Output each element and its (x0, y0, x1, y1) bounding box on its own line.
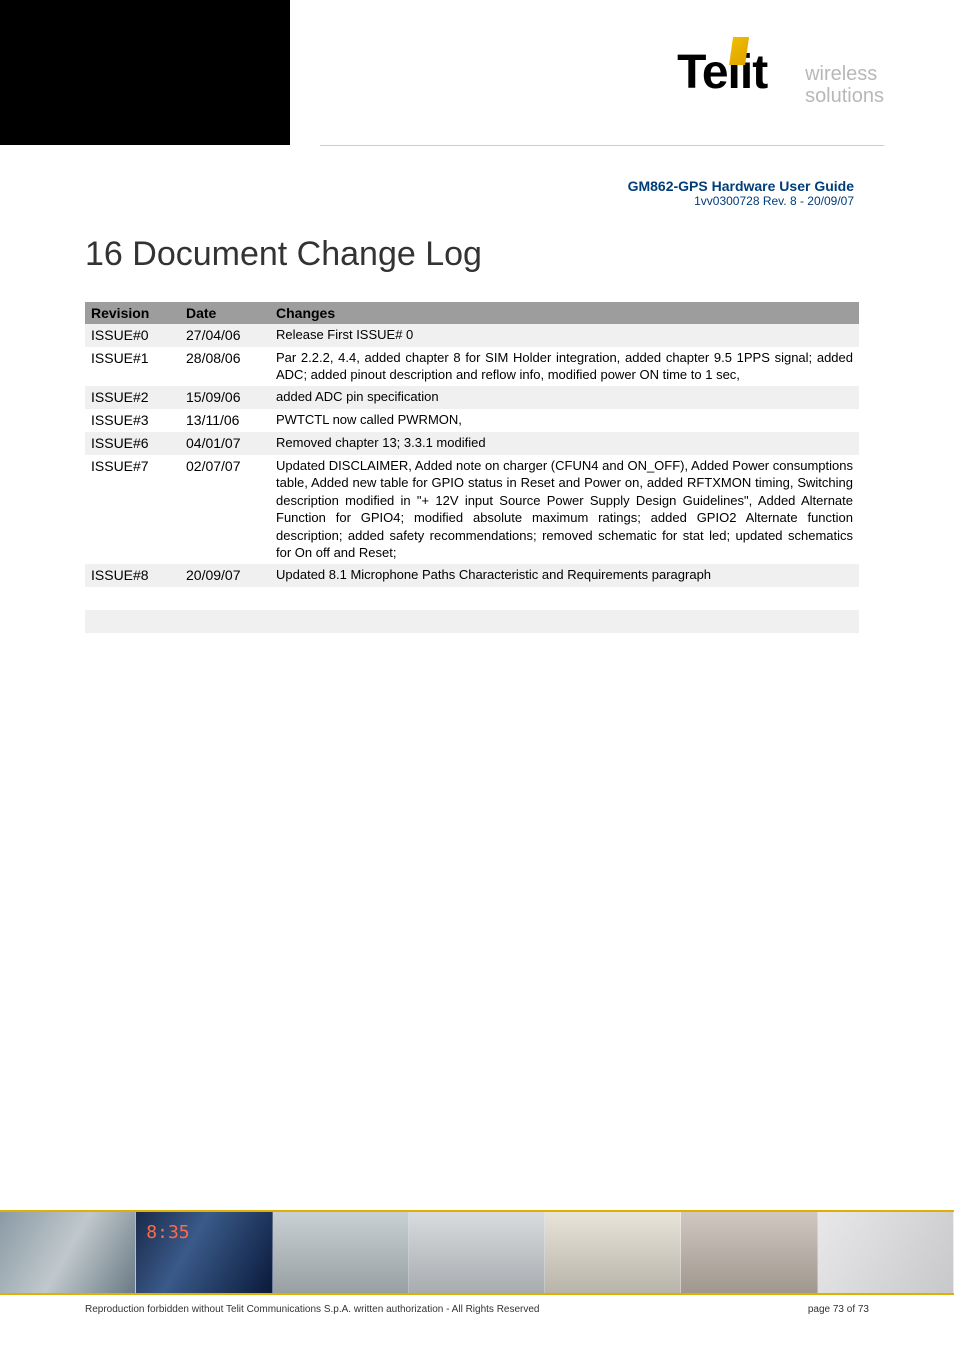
cell-changes (270, 610, 859, 633)
footer-panel (545, 1212, 681, 1293)
footer-panel (409, 1212, 545, 1293)
cell-rev: ISSUE#7 (85, 455, 180, 564)
logo-tagline: wireless solutions (805, 63, 884, 107)
cell-date: 20/09/07 (180, 564, 270, 587)
footer-panel (273, 1212, 409, 1293)
cell-date: 02/07/07 (180, 455, 270, 564)
cell-date (180, 633, 270, 656)
footer-panel (136, 1212, 272, 1293)
table-row (85, 587, 859, 610)
telit-logo: Telit wireless solutions (677, 45, 884, 125)
cell-rev: ISSUE#2 (85, 386, 180, 409)
cell-date (180, 610, 270, 633)
table-row: ISSUE#1 28/08/06 Par 2.2.2, 4.4, added c… (85, 347, 859, 386)
cell-changes: Par 2.2.2, 4.4, added chapter 8 for SIM … (270, 347, 859, 386)
logo-mark: Telit (677, 45, 797, 125)
cell-rev (85, 633, 180, 656)
cell-rev: ISSUE#1 (85, 347, 180, 386)
table-row (85, 610, 859, 633)
table-row: ISSUE#8 20/09/07 Updated 8.1 Microphone … (85, 564, 859, 587)
footer-image-strip (0, 1210, 954, 1295)
cell-date: 13/11/06 (180, 409, 270, 432)
footer-text: Reproduction forbidden without Telit Com… (85, 1304, 869, 1315)
document-title-block: GM862-GPS Hardware User Guide 1vv0300728… (628, 178, 854, 208)
table-row: ISSUE#7 02/07/07 Updated DISCLAIMER, Add… (85, 455, 859, 564)
th-revision: Revision (85, 302, 180, 324)
cell-changes: added ADC pin specification (270, 386, 859, 409)
cell-rev: ISSUE#0 (85, 324, 180, 347)
logo-sub-2: solutions (805, 85, 884, 107)
document-revision: 1vv0300728 Rev. 8 - 20/09/07 (628, 194, 854, 208)
cell-changes: Removed chapter 13; 3.3.1 modified (270, 432, 859, 455)
logo-text: Telit (677, 46, 767, 99)
footer-copyright: Reproduction forbidden without Telit Com… (85, 1304, 540, 1315)
table-row: ISSUE#3 13/11/06 PWTCTL now called PWRMO… (85, 409, 859, 432)
cell-date (180, 587, 270, 610)
footer-page-number: page 73 of 73 (808, 1304, 869, 1315)
table-row: ISSUE#6 04/01/07 Removed chapter 13; 3.3… (85, 432, 859, 455)
header-divider (320, 145, 884, 146)
changelog-table: Revision Date Changes ISSUE#0 27/04/06 R… (85, 302, 859, 656)
th-changes: Changes (270, 302, 859, 324)
page-header: Telit wireless solutions (0, 0, 954, 180)
cell-date: 04/01/07 (180, 432, 270, 455)
footer-panel (0, 1212, 136, 1293)
cell-rev (85, 610, 180, 633)
logo-sub-1: wireless (805, 63, 884, 85)
th-date: Date (180, 302, 270, 324)
cell-date: 27/04/06 (180, 324, 270, 347)
document-title: GM862-GPS Hardware User Guide (628, 178, 854, 194)
table-row: ISSUE#0 27/04/06 Release First ISSUE# 0 (85, 324, 859, 347)
cell-changes: Release First ISSUE# 0 (270, 324, 859, 347)
cell-changes: PWTCTL now called PWRMON, (270, 409, 859, 432)
footer-panel (818, 1212, 954, 1293)
cell-rev: ISSUE#3 (85, 409, 180, 432)
table-row: ISSUE#2 15/09/06 added ADC pin specifica… (85, 386, 859, 409)
cell-changes (270, 587, 859, 610)
cell-rev: ISSUE#6 (85, 432, 180, 455)
cell-date: 28/08/06 (180, 347, 270, 386)
cell-changes: Updated 8.1 Microphone Paths Characteris… (270, 564, 859, 587)
table-row (85, 633, 859, 656)
header-black-block (0, 0, 290, 145)
footer-panel (681, 1212, 817, 1293)
cell-rev (85, 587, 180, 610)
cell-rev: ISSUE#8 (85, 564, 180, 587)
cell-date: 15/09/06 (180, 386, 270, 409)
main-content: 16 Document Change Log Revision Date Cha… (85, 235, 859, 656)
chapter-heading: 16 Document Change Log (85, 235, 859, 274)
table-header-row: Revision Date Changes (85, 302, 859, 324)
cell-changes (270, 633, 859, 656)
cell-changes: Updated DISCLAIMER, Added note on charge… (270, 455, 859, 564)
